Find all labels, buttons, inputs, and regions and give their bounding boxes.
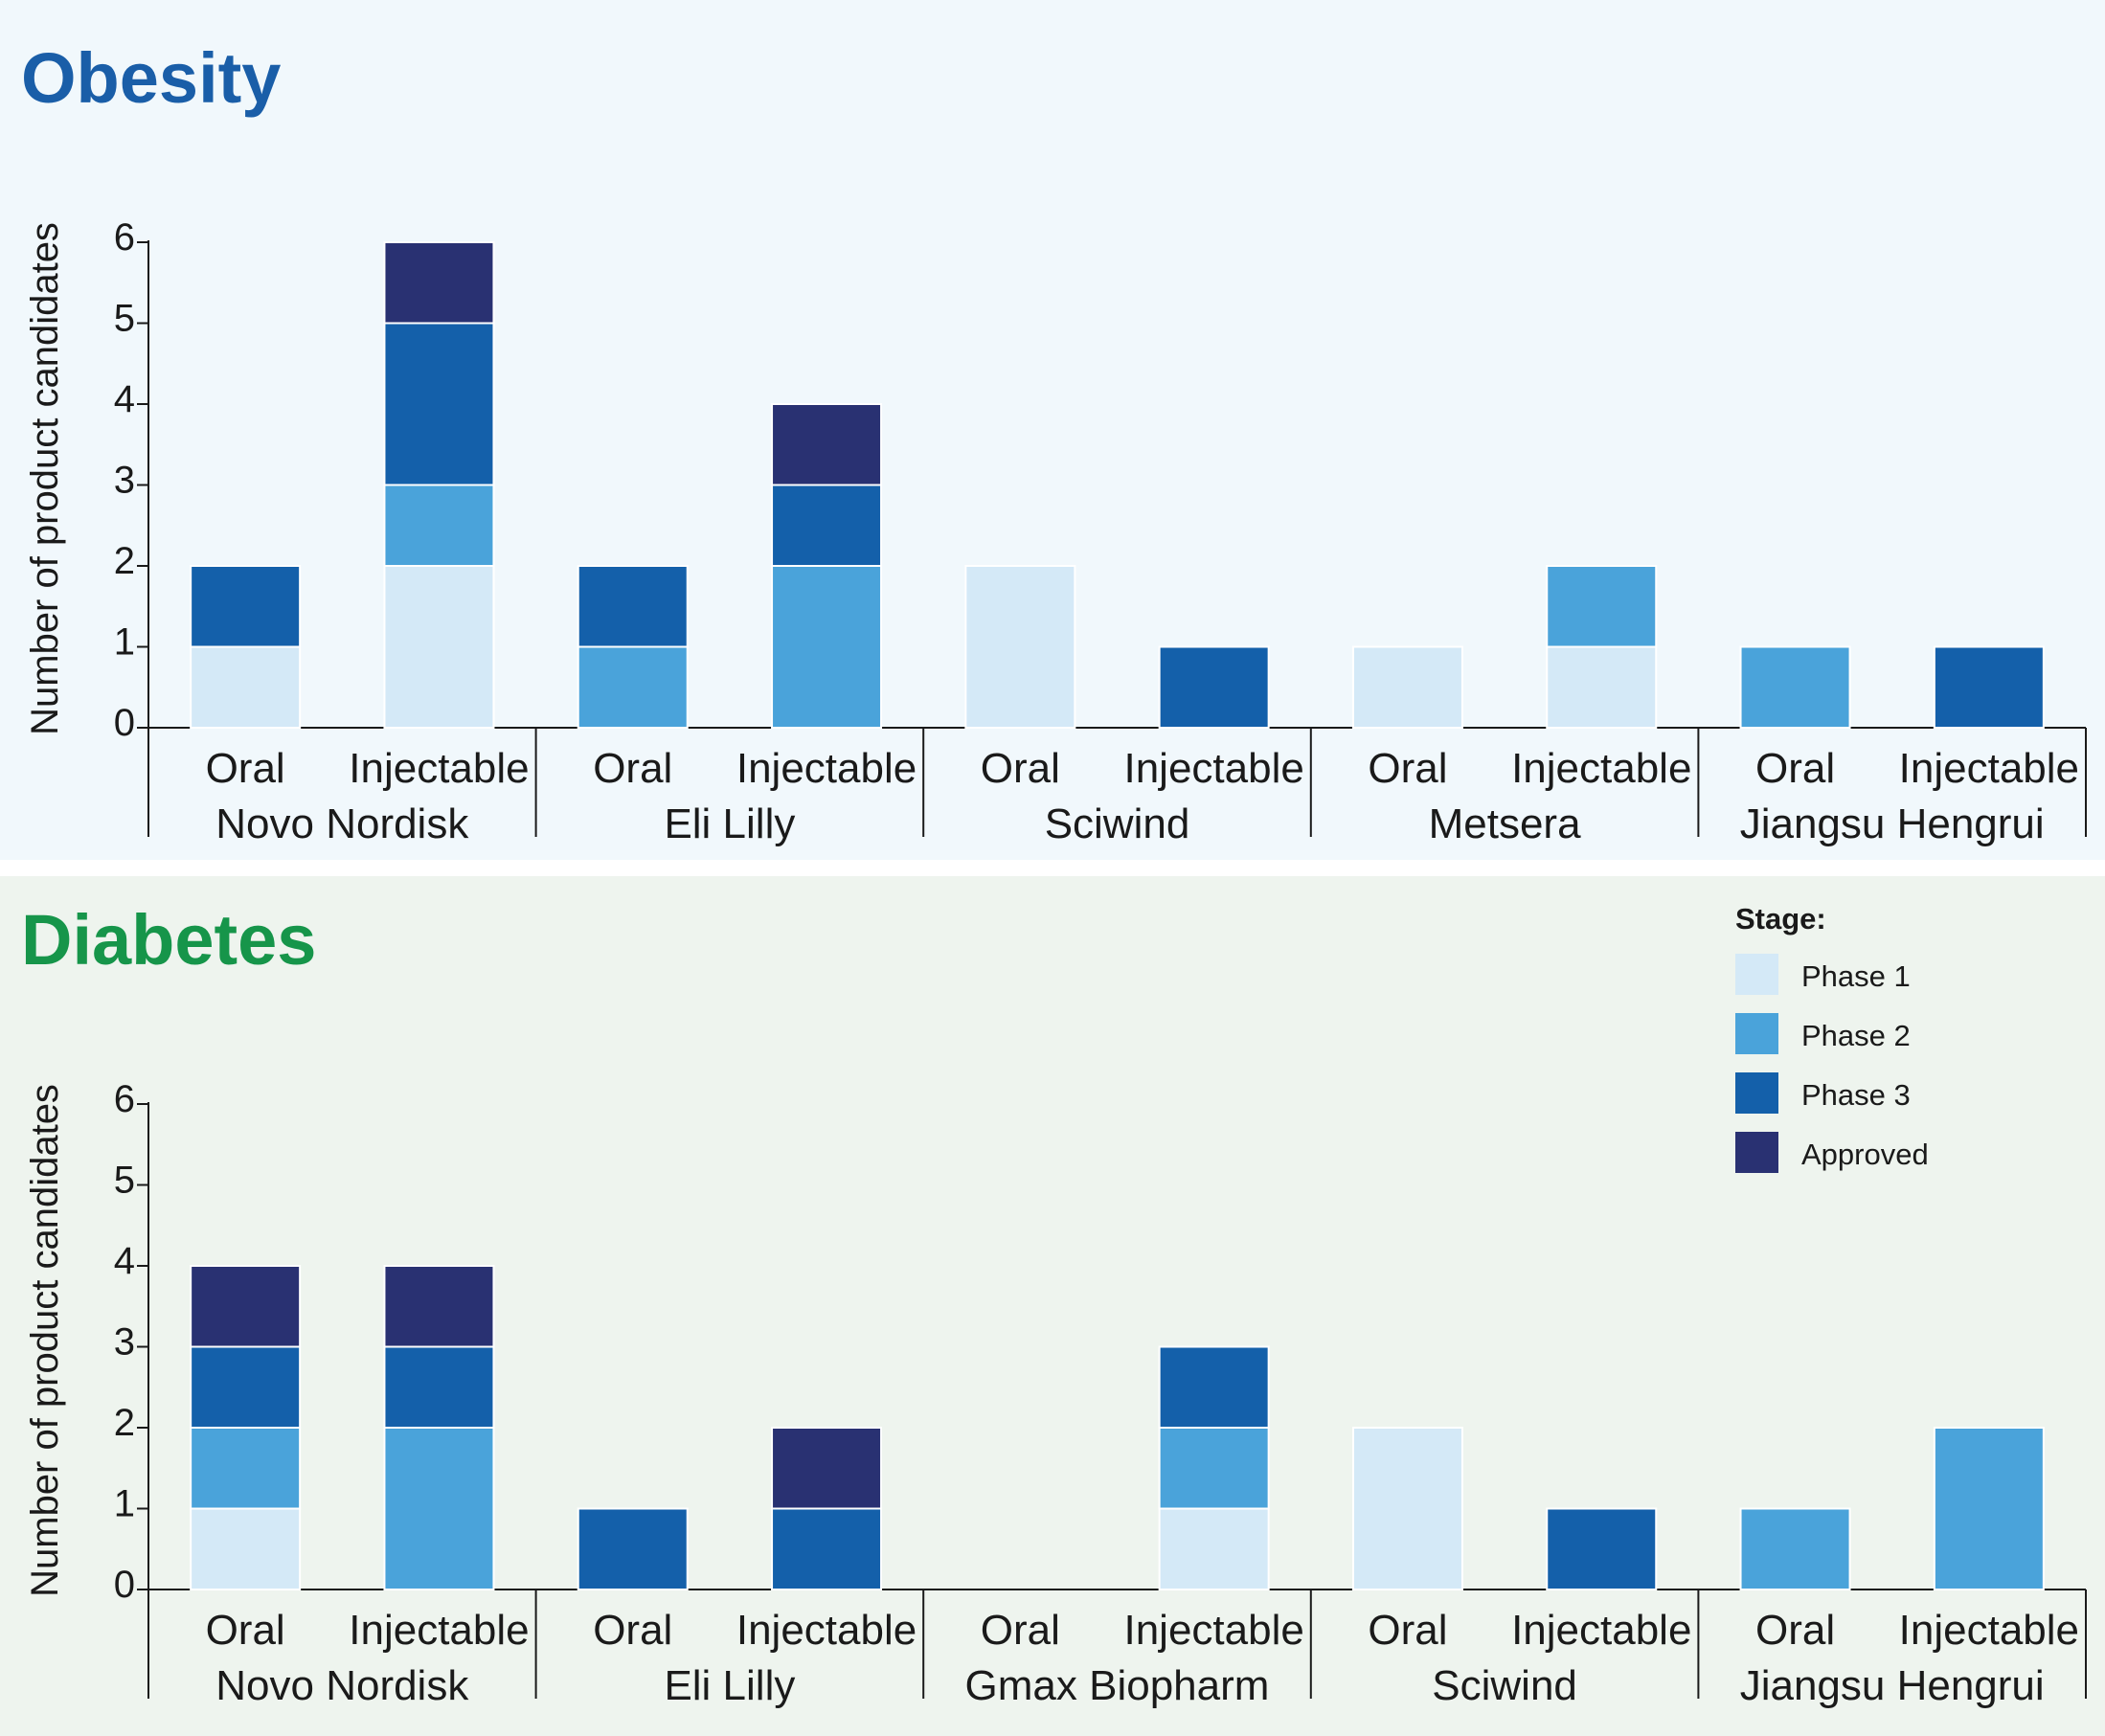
legend-swatch-phase-1 — [1735, 954, 1778, 995]
obesity-bar-segment-phase3 — [190, 565, 302, 648]
legend-title: Stage: — [1735, 902, 1826, 936]
diabetes-category-label: Oral — [981, 1607, 1060, 1654]
diabetes-y-tick-label: 2 — [114, 1402, 135, 1444]
diabetes-bar-segment-phase2 — [1933, 1427, 2045, 1590]
diabetes-panel-title: Diabetes — [21, 900, 316, 980]
legend-label-phase-1: Phase 1 — [1801, 959, 1911, 993]
obesity-y-tick-label: 6 — [114, 216, 135, 259]
diabetes-plot: 0 1 2 3 4 5 6 Number of product candidates Oral I… — [24, 1078, 2087, 1709]
diabetes-category-label: Injectable — [1511, 1607, 1691, 1654]
diabetes-category-label: Injectable — [1123, 1607, 1303, 1654]
diabetes-category-label: Oral — [206, 1607, 285, 1654]
diabetes-company-label: Gmax Biopharm — [965, 1662, 1270, 1709]
diabetes-y-tick-label: 0 — [114, 1564, 135, 1606]
diabetes-bar-segment-phase3 — [1158, 1345, 1270, 1429]
diabetes-y-tick-label: 4 — [114, 1240, 135, 1282]
legend-swatch-approved — [1735, 1132, 1778, 1173]
diabetes-category-label: Injectable — [1899, 1607, 2079, 1654]
obesity-category-label: Injectable — [1123, 745, 1303, 792]
obesity-plot: 0 1 2 3 4 5 6 Number of product candidates Oral I… — [24, 216, 2087, 847]
obesity-company-label: Metsera — [1429, 800, 1581, 847]
obesity-y-tick-label: 1 — [114, 621, 135, 664]
obesity-bar-segment-phase1 — [1546, 645, 1658, 729]
diabetes-bar-segment-phase3 — [771, 1507, 883, 1590]
diabetes-bar-segment-phase1 — [190, 1507, 302, 1590]
diabetes-bar-segment-approved — [771, 1427, 883, 1510]
obesity-bar-segment-phase1 — [964, 565, 1076, 729]
obesity-bar-segment-phase2 — [577, 645, 689, 729]
obesity-bar-segment-approved — [383, 241, 495, 325]
obesity-category-label: Injectable — [1899, 745, 2079, 792]
obesity-panel-title: Obesity — [21, 38, 281, 118]
diabetes-company-label: Eli Lilly — [664, 1662, 795, 1709]
diabetes-category-label: Injectable — [736, 1607, 917, 1654]
diabetes-bar-segment-approved — [383, 1265, 495, 1348]
diabetes-company-label: Sciwind — [1432, 1662, 1577, 1709]
diabetes-y-tick-label: 1 — [114, 1483, 135, 1525]
obesity-y-tick-label: 2 — [114, 540, 135, 582]
obesity-category-label: Oral — [1755, 745, 1835, 792]
diabetes-y-tick-label: 6 — [114, 1078, 135, 1120]
obesity-category-label: Injectable — [736, 745, 917, 792]
obesity-y-tick-label: 5 — [114, 298, 135, 340]
obesity-y-tick-label: 4 — [114, 378, 135, 420]
legend-label-approved: Approved — [1801, 1138, 1929, 1171]
diabetes-category-label: Oral — [1368, 1607, 1447, 1654]
diabetes-bar-segment-phase2 — [1739, 1507, 1851, 1590]
diabetes-bar-segment-phase3 — [383, 1345, 495, 1429]
obesity-y-tick-label: 3 — [114, 460, 135, 502]
legend-label-phase-2: Phase 2 — [1801, 1019, 1911, 1052]
diabetes-category-label: Oral — [1755, 1607, 1835, 1654]
obesity-bar-segment-phase1 — [1351, 645, 1463, 729]
diabetes-bar-segment-phase1 — [1351, 1427, 1463, 1590]
obesity-bar-segment-phase3 — [383, 322, 495, 486]
obesity-bar-segment-phase2 — [771, 565, 883, 729]
obesity-y-tick-label: 0 — [114, 702, 135, 744]
obesity-company-label: Eli Lilly — [664, 800, 795, 847]
obesity-category-label: Injectable — [1511, 745, 1691, 792]
obesity-bar-segment-phase1 — [383, 565, 495, 729]
obesity-category-label: Oral — [1368, 745, 1447, 792]
stage-legend: Stage: Phase 1 Phase 2 Phase 3 Approved — [1735, 902, 1929, 1173]
diabetes-bar-segment-phase3 — [190, 1345, 302, 1429]
diabetes-category-label: Oral — [593, 1607, 672, 1654]
obesity-bar-segment-phase1 — [190, 645, 302, 729]
obesity-company-label: Novo Nordisk — [215, 800, 469, 847]
diabetes-category-label: Injectable — [349, 1607, 529, 1654]
obesity-y-axis-label: Number of product candidates — [24, 222, 66, 735]
obesity-company-label: Sciwind — [1045, 800, 1190, 847]
diabetes-y-tick-label: 3 — [114, 1321, 135, 1364]
obesity-category-label: Oral — [593, 745, 672, 792]
obesity-bar-segment-phase3 — [1933, 645, 2045, 729]
legend-label-phase-3: Phase 3 — [1801, 1078, 1911, 1112]
diabetes-bar-segment-phase2 — [1158, 1427, 1270, 1510]
diabetes-bar-segment-phase1 — [1158, 1507, 1270, 1590]
obesity-bar-segment-phase2 — [1739, 645, 1851, 729]
diabetes-bar-segment-phase3 — [577, 1507, 689, 1590]
obesity-bar-segment-phase3 — [1158, 645, 1270, 729]
obesity-panel-background — [0, 0, 2105, 860]
obesity-bar-segment-phase2 — [1546, 565, 1658, 648]
legend-swatch-phase-3 — [1735, 1072, 1778, 1114]
legend-swatch-phase-2 — [1735, 1013, 1778, 1054]
diabetes-y-tick-label: 5 — [114, 1160, 135, 1202]
diabetes-bar-segment-phase3 — [1546, 1507, 1658, 1590]
diabetes-company-label: Novo Nordisk — [215, 1662, 469, 1709]
diabetes-bar-segment-phase2 — [383, 1427, 495, 1590]
diabetes-bar-segment-approved — [190, 1265, 302, 1348]
obesity-bar-segment-phase3 — [771, 484, 883, 567]
obesity-category-label: Oral — [981, 745, 1060, 792]
diabetes-y-axis-label: Number of product candidates — [24, 1084, 66, 1597]
diabetes-bar-segment-phase2 — [190, 1427, 302, 1510]
diabetes-company-label: Jiangsu Hengrui — [1740, 1662, 2045, 1709]
obesity-bar-segment-approved — [771, 403, 883, 486]
obesity-company-label: Jiangsu Hengrui — [1740, 800, 2045, 847]
obesity-bar-segment-phase3 — [577, 565, 689, 648]
obesity-category-label: Oral — [206, 745, 285, 792]
obesity-bar-segment-phase2 — [383, 484, 495, 567]
obesity-category-label: Injectable — [349, 745, 529, 792]
